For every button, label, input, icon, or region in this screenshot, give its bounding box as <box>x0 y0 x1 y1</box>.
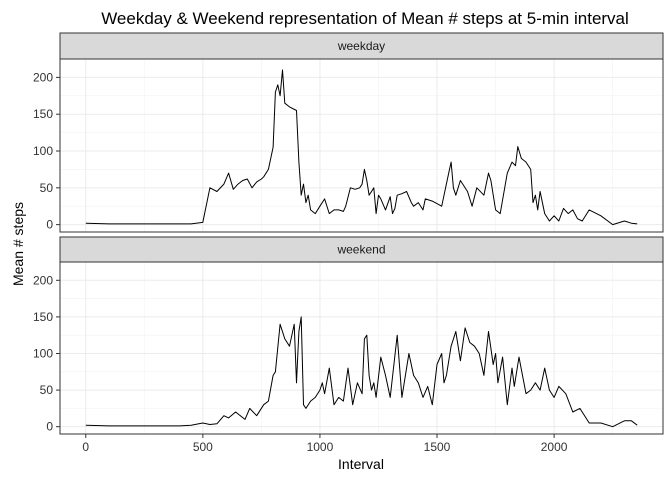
chart-title: Weekday & Weekend representation of Mean… <box>101 9 629 28</box>
x-tick-label: 0 <box>82 440 89 454</box>
panel-border <box>59 58 664 233</box>
x-tick-label: 2000 <box>541 440 568 454</box>
x-axis-title: Interval <box>338 456 384 472</box>
x-tick-label: 500 <box>193 440 213 454</box>
panel-weekend: weekend 0 50 100 150 200 <box>33 236 664 435</box>
x-tick-label: 1500 <box>424 440 451 454</box>
facet-strip <box>59 32 664 60</box>
series-line-weekend <box>85 316 638 428</box>
panel-weekday: weekday 0 50 100 150 200 <box>33 32 664 233</box>
facet-strip-label: weekday <box>337 39 385 53</box>
y-tick-label: 100 <box>33 144 53 158</box>
y-tick-label: 0 <box>46 218 53 232</box>
y-tick-label: 50 <box>40 181 54 195</box>
y-tick-label: 100 <box>33 346 53 360</box>
panel-background <box>60 59 663 232</box>
series-line-weekday <box>85 69 638 226</box>
panel-background <box>60 262 663 434</box>
y-tick-label: 150 <box>33 107 53 121</box>
y-axis-title: Mean # steps <box>10 202 26 286</box>
panel-border <box>59 261 664 435</box>
y-tick-label: 0 <box>46 420 53 434</box>
y-tick-label: 50 <box>40 383 54 397</box>
y-tick-label: 200 <box>33 70 53 84</box>
facet-strip-label: weekend <box>336 243 385 257</box>
y-tick-label: 200 <box>33 273 53 287</box>
x-tick-label: 1000 <box>307 440 334 454</box>
facet-panels: weekday 0 50 100 150 200 weekend 0 50 100 150 200 <box>33 32 664 435</box>
x-axis: 0 500 1000 1500 2000 <box>82 434 568 454</box>
y-tick-label: 150 <box>33 310 53 324</box>
